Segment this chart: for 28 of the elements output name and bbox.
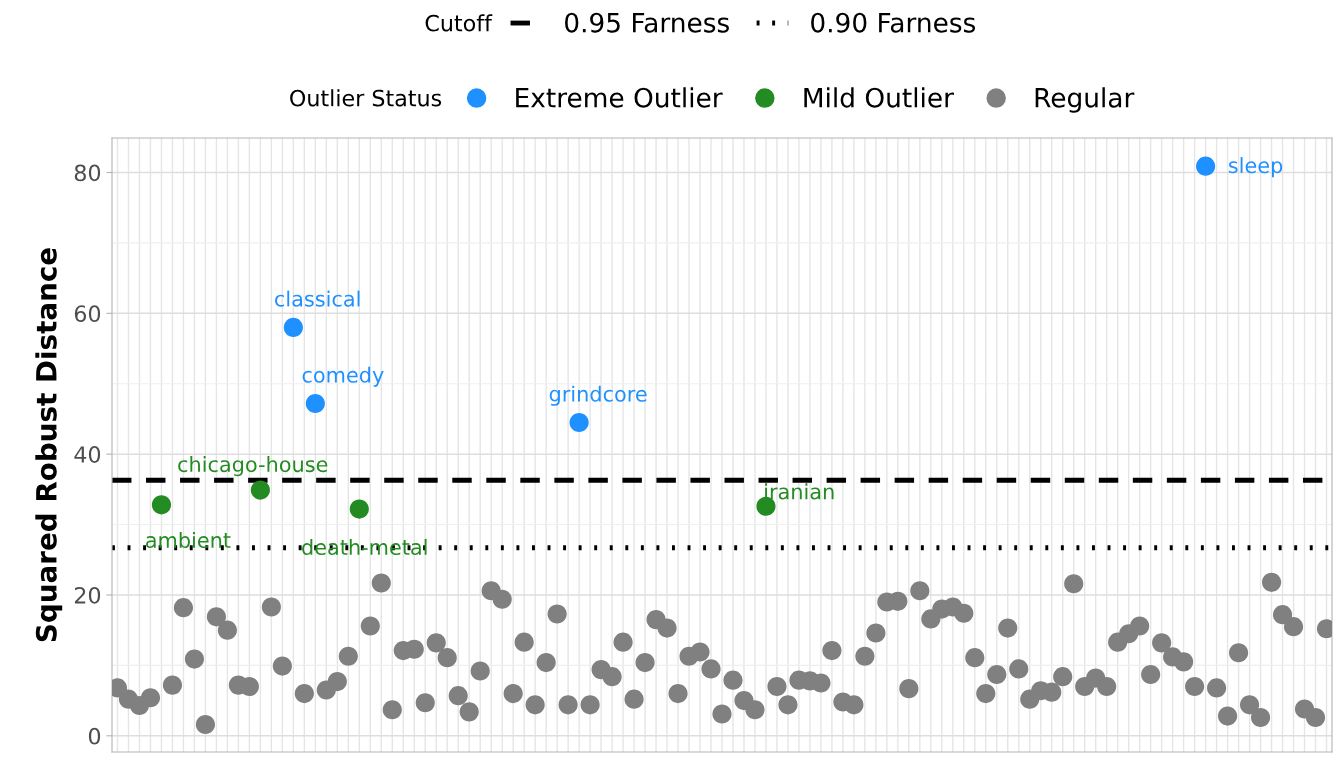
text: Cutoff [425,14,493,32]
y-tick-label: 0 [88,727,101,745]
annotation: iranian [765,483,834,500]
legend-label: Mild Outlier [804,87,954,108]
legend-label: Regular [1035,87,1135,113]
y-tick-label: 80 [74,164,101,182]
point [349,499,369,519]
text: Outlier Status [290,89,442,107]
annotation: sleep [1228,157,1283,178]
annotation: chicago-house [178,456,328,477]
legend-label: 0.95 Farness [565,12,729,33]
point [569,412,589,433]
annotation: death-metal [302,538,427,556]
point [151,495,172,515]
legend-label: 0.90 Farness [811,12,976,33]
y-tick-label: 20 [74,586,101,604]
point [283,317,303,337]
y-tick-label: 60 [74,305,101,323]
annotation: grindcore [549,385,647,406]
y-axis-title: Squared Robust Distance [35,248,63,642]
y-tick-label: 40 [74,446,101,463]
legend-label: Extreme Outlier [516,87,723,108]
annotation: classical [275,290,360,307]
point [250,480,270,500]
point [1196,156,1216,176]
annotation: ambient [146,531,231,549]
annotation: comedy [302,366,384,387]
point [305,393,325,414]
